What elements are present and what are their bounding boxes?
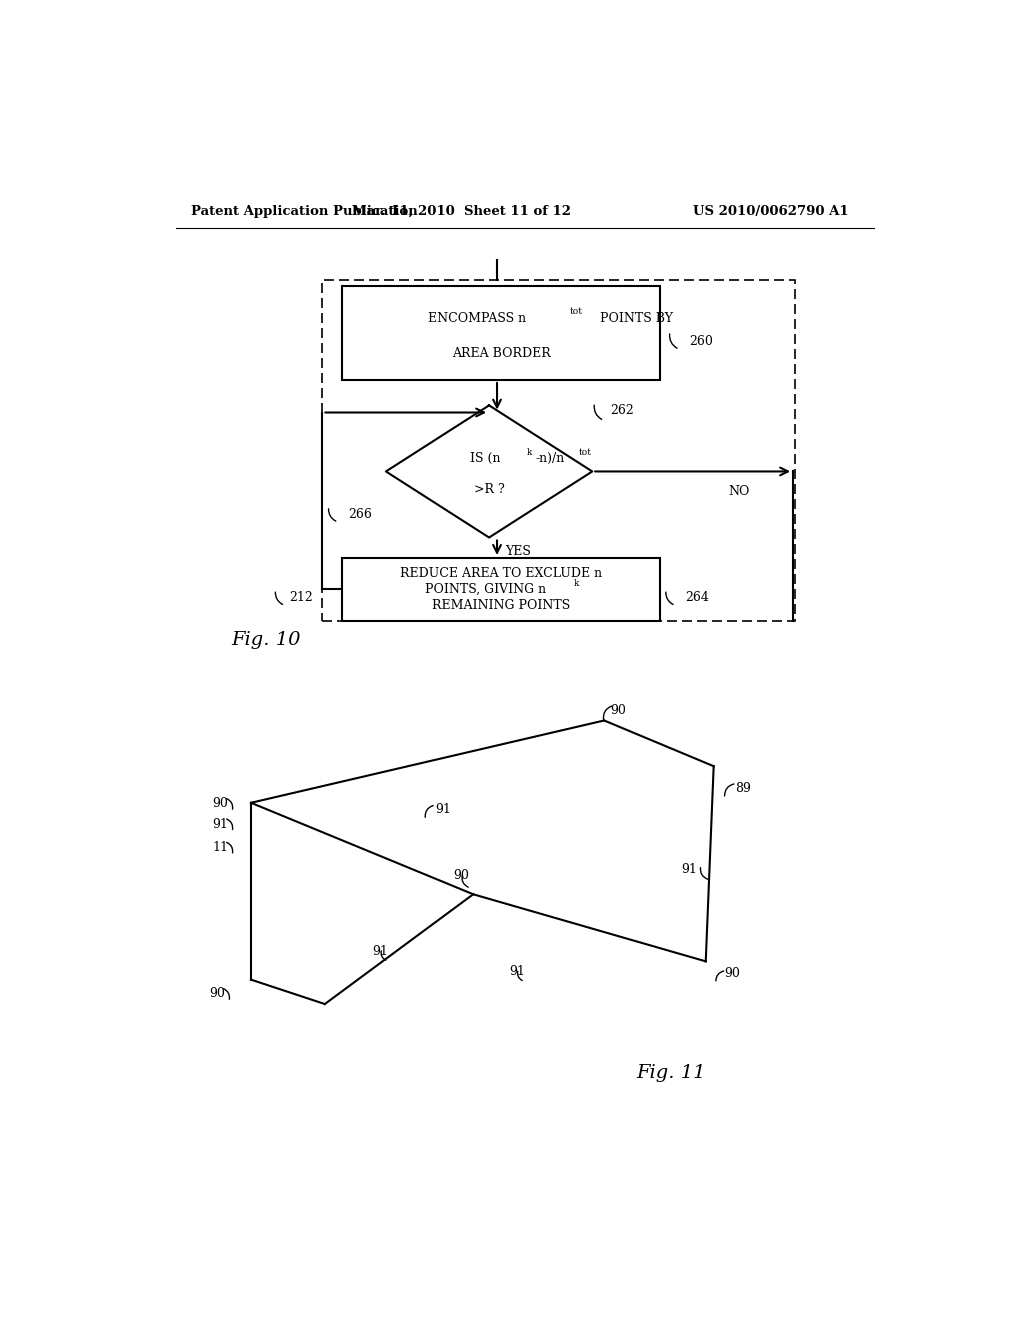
Text: tot: tot [579,447,592,457]
Text: POINTS BY: POINTS BY [596,313,673,326]
Text: 90: 90 [610,704,627,717]
Text: 91: 91 [212,817,228,830]
Text: NO: NO [728,486,750,498]
Text: 90: 90 [724,968,740,979]
Text: >R ?: >R ? [474,483,505,496]
Text: 262: 262 [610,404,634,417]
Text: 91: 91 [435,804,451,816]
Text: POINTS, GIVING n: POINTS, GIVING n [425,583,546,595]
Text: 89: 89 [735,781,751,795]
Text: -n)/n: -n)/n [536,451,565,465]
Text: k: k [574,578,580,587]
Text: REMAINING POINTS: REMAINING POINTS [432,599,570,612]
Text: 90: 90 [212,797,228,810]
Text: tot: tot [570,308,583,317]
Text: Mar. 11, 2010  Sheet 11 of 12: Mar. 11, 2010 Sheet 11 of 12 [352,205,570,218]
Text: REDUCE AREA TO EXCLUDE n: REDUCE AREA TO EXCLUDE n [400,566,602,579]
Text: 91: 91 [681,863,697,876]
Bar [342,286,659,380]
Text: ENCOMPASS n: ENCOMPASS n [428,313,526,326]
Text: 260: 260 [689,335,713,348]
Bar [323,280,795,620]
Text: Fig. 10: Fig. 10 [231,631,301,649]
Text: US 2010/0062790 A1: US 2010/0062790 A1 [693,205,849,218]
Text: 11: 11 [212,841,228,854]
Bar [342,558,659,620]
Text: YES: YES [505,545,530,558]
Text: 90: 90 [209,987,225,1001]
Text: 90: 90 [454,870,469,883]
Text: AREA BORDER: AREA BORDER [452,347,550,360]
Text: k: k [526,447,531,457]
Text: 91: 91 [373,945,388,958]
Text: 91: 91 [509,965,525,978]
Text: 264: 264 [685,591,709,605]
Text: 212: 212 [289,591,313,605]
Text: IS (n: IS (n [470,451,501,465]
Text: 266: 266 [348,508,372,520]
Text: Fig. 11: Fig. 11 [636,1064,706,1082]
Text: Patent Application Publication: Patent Application Publication [191,205,418,218]
